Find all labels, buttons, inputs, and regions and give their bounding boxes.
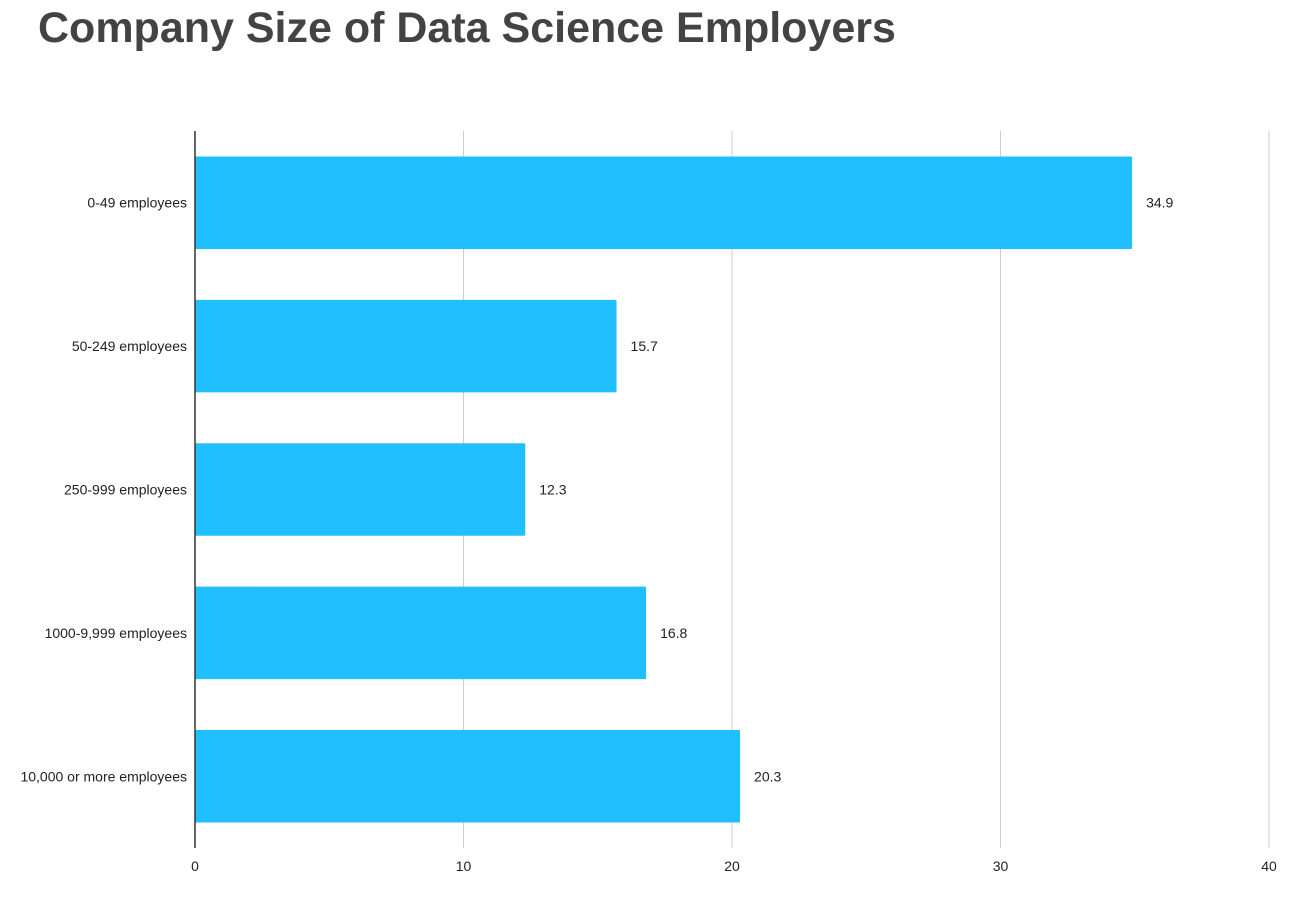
x-tick-label: 10 [456,858,472,874]
category-label: 50-249 employees [72,338,187,354]
category-label: 0-49 employees [87,195,187,211]
x-tick-labels: 0 10 20 30 40 [191,858,1277,874]
value-label: 12.3 [539,482,566,498]
gridlines [463,131,1270,848]
chart-title: Company Size of Data Science Employers [38,4,896,52]
category-label: 1000-9,999 employees [45,625,187,641]
x-tick-label: 0 [191,858,199,874]
category-labels: 0-49 employees 50-249 employees 250-999 em… [20,195,187,785]
value-label: 15.7 [631,338,658,354]
value-label: 16.8 [660,625,687,641]
value-label: 20.3 [754,768,781,784]
x-tick-label: 40 [1261,858,1277,874]
bar [195,586,647,680]
x-tick-label: 30 [993,858,1009,874]
category-label: 250-999 employees [64,482,187,498]
bar [195,299,617,393]
category-label: 10,000 or more employees [20,768,187,784]
value-labels: 34.9 15.7 12.3 16.8 20.3 [539,195,1173,785]
bars [195,156,1133,823]
x-tick-label: 20 [724,858,740,874]
bar [195,156,1133,249]
bar [195,443,526,536]
bar [195,730,741,823]
value-label: 34.9 [1146,195,1173,211]
